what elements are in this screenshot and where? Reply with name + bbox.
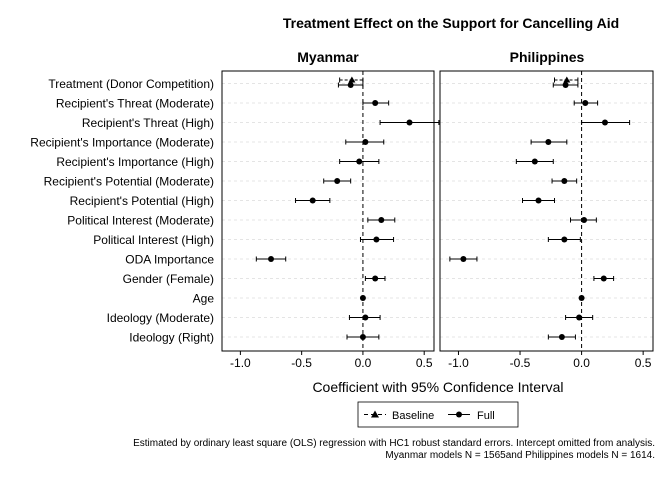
y-label-gender-female: Gender (Female) bbox=[123, 272, 214, 286]
legend-box bbox=[357, 401, 519, 428]
y-label-political-interest-high: Political Interest (High) bbox=[93, 233, 214, 247]
full-estimate-point bbox=[558, 334, 565, 340]
x-tick-label: -1.0 bbox=[448, 356, 469, 370]
panel-philippines: Philippines -1.0 -0.5 0.0 0.5 bbox=[439, 49, 654, 370]
chart-title: Treatment Effect on the Support for Canc… bbox=[283, 15, 619, 31]
y-label-ideology-right: Ideology (Right) bbox=[129, 331, 214, 345]
full-estimate-point bbox=[535, 197, 542, 204]
y-label-political-interest-moderate: Political Interest (Moderate) bbox=[67, 214, 214, 228]
y-label-recipient-s-threat-moderate: Recipient's Threat (Moderate) bbox=[56, 97, 214, 111]
footnote-line-2: Myanmar models N = 1565and Philippines m… bbox=[385, 450, 655, 461]
full-estimate-point bbox=[373, 236, 380, 243]
x-axis-label: Coefficient with 95% Confidence Interval bbox=[312, 379, 563, 395]
full-estimate-point bbox=[460, 256, 467, 262]
full-estimate-point bbox=[268, 256, 275, 262]
full-estimate-point bbox=[601, 119, 608, 126]
panel-title-myanmar: Myanmar bbox=[297, 49, 359, 65]
full-estimate-point bbox=[359, 295, 366, 301]
y-label-treatment-donor-competition: Treatment (Donor Competition) bbox=[48, 77, 214, 91]
full-estimate-point bbox=[582, 100, 589, 106]
x-tick-label: -0.5 bbox=[510, 356, 531, 370]
full-estimate-point bbox=[362, 314, 369, 321]
x-tick-label: 0.5 bbox=[635, 356, 652, 370]
full-estimate-point bbox=[561, 178, 568, 184]
panel-border bbox=[439, 70, 654, 352]
y-label-oda-importance: ODA Importance bbox=[125, 253, 214, 267]
full-estimate-point bbox=[372, 100, 379, 106]
full-estimate-point bbox=[561, 236, 568, 243]
y-label-age: Age bbox=[193, 292, 215, 306]
legend-label-full: Full bbox=[477, 410, 495, 422]
footnote-line-1: Estimated by ordinary least square (OLS)… bbox=[133, 438, 655, 449]
full-estimate-point bbox=[372, 275, 379, 282]
baseline-estimate-triangle bbox=[563, 76, 571, 83]
full-estimate-point bbox=[531, 158, 538, 165]
full-estimate-point bbox=[545, 139, 552, 145]
y-axis-labels: Treatment (Donor Competition) Recipient's… bbox=[30, 77, 214, 345]
legend-baseline-triangle-marker bbox=[371, 410, 379, 418]
legend: Baseline Full bbox=[357, 401, 519, 428]
x-tick-label: 0.0 bbox=[355, 356, 372, 370]
y-label-ideology-moderate: Ideology (Moderate) bbox=[107, 311, 214, 325]
y-label-recipient-s-importance-moderate: Recipient's Importance (Moderate) bbox=[30, 136, 214, 150]
full-estimate-point bbox=[406, 119, 413, 126]
x-tick-label: -1.0 bbox=[230, 356, 251, 370]
y-label-recipient-s-potential-high: Recipient's Potential (High) bbox=[70, 194, 214, 208]
full-estimate-point bbox=[347, 82, 354, 88]
full-estimate-point bbox=[581, 217, 588, 223]
full-estimate-point bbox=[356, 158, 363, 165]
y-label-recipient-s-importance-high: Recipient's Importance (High) bbox=[56, 155, 214, 169]
full-estimate-point bbox=[359, 334, 366, 340]
full-estimate-point bbox=[576, 314, 583, 321]
legend-label-baseline: Baseline bbox=[392, 410, 434, 422]
full-estimate-point bbox=[562, 82, 569, 88]
panel-border bbox=[221, 70, 435, 352]
full-estimate-point bbox=[378, 217, 385, 223]
full-estimate-point bbox=[600, 275, 607, 282]
x-tick-label: -0.5 bbox=[291, 356, 312, 370]
x-tick-label: 0.5 bbox=[416, 356, 433, 370]
full-estimate-point bbox=[362, 139, 369, 145]
legend-full-circle-marker bbox=[456, 411, 462, 418]
y-label-recipient-s-potential-moderate: Recipient's Potential (Moderate) bbox=[44, 175, 214, 189]
baseline-estimate-triangle bbox=[348, 76, 356, 83]
x-tick-label: 0.0 bbox=[573, 356, 590, 370]
full-estimate-point bbox=[309, 197, 316, 204]
panel-myanmar: Myanmar -1.0 -0.5 0.0 0.5 bbox=[221, 49, 440, 370]
full-estimate-point bbox=[334, 178, 341, 184]
panel-title-philippines: Philippines bbox=[510, 49, 585, 65]
full-estimate-point bbox=[578, 295, 585, 301]
y-label-recipient-s-threat-high: Recipient's Threat (High) bbox=[82, 116, 214, 130]
